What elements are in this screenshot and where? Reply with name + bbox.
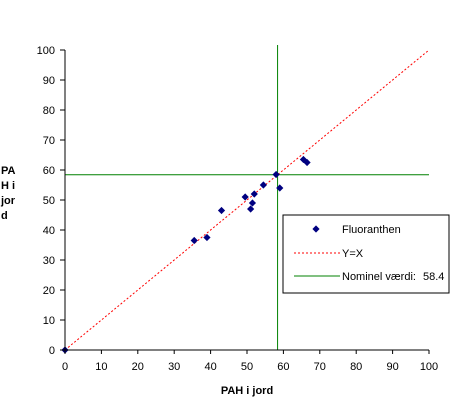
y-axis-title-line: d bbox=[1, 210, 8, 222]
x-tick-label: 100 bbox=[420, 361, 438, 373]
x-tick-label: 80 bbox=[350, 361, 362, 373]
data-point-diamond bbox=[276, 184, 284, 192]
y-tick-label: 80 bbox=[43, 105, 55, 117]
identity-line bbox=[64, 49, 430, 351]
data-point-diamond bbox=[190, 236, 198, 245]
x-tick-label: 90 bbox=[386, 361, 398, 373]
x-axis-title: PAH i jord bbox=[221, 385, 273, 397]
y-tick-label: 10 bbox=[43, 315, 55, 327]
y-tick-label: 60 bbox=[43, 165, 55, 177]
x-tick-label: 60 bbox=[277, 361, 289, 373]
legend-marker-diamond bbox=[312, 225, 320, 233]
x-tick-label: 50 bbox=[241, 361, 253, 373]
data-point-diamond bbox=[247, 205, 255, 213]
data-point-diamond bbox=[241, 193, 249, 201]
legend: Fluoranthen Y=X Nominel værdi: 58.4 bbox=[282, 214, 450, 294]
x-tick-label: 70 bbox=[314, 361, 326, 373]
legend-label-nominal: Nominel værdi: bbox=[342, 271, 416, 283]
x-tick-label: 40 bbox=[204, 361, 216, 373]
y-tick-label: 90 bbox=[43, 75, 55, 87]
y-axis-title-line: jor bbox=[0, 195, 16, 207]
y-tick-label: 0 bbox=[49, 345, 55, 357]
y-tick-label: 100 bbox=[37, 45, 55, 57]
data-point-diamond bbox=[259, 181, 267, 189]
x-tick-label: 20 bbox=[132, 361, 144, 373]
y-axis-title-line: H i bbox=[1, 180, 15, 192]
legend-box bbox=[282, 214, 450, 294]
y-axis-title-line: PA bbox=[1, 165, 16, 177]
y-tick-label: 40 bbox=[43, 225, 55, 237]
data-point-diamond bbox=[203, 233, 211, 242]
data-point-diamond bbox=[272, 170, 280, 179]
legend-nominal-value: 58.4 bbox=[423, 271, 444, 283]
legend-label-identity: Y=X bbox=[342, 248, 364, 260]
x-tick-label: 0 bbox=[62, 361, 68, 373]
data-point-diamond bbox=[248, 199, 257, 207]
x-tick-label: 10 bbox=[95, 361, 107, 373]
data-point-diamond bbox=[303, 158, 311, 167]
data-point-diamond bbox=[250, 190, 258, 198]
legend-label-points: Fluoranthen bbox=[342, 224, 401, 236]
x-tick-label: 30 bbox=[168, 361, 180, 373]
series-layer bbox=[61, 45, 430, 354]
y-tick-label: 70 bbox=[43, 135, 55, 147]
axes-layer: 0 10 20 30 40 50 60 70 80 90 100 0 10 20 30 40 50 60 70 80 9… bbox=[0, 45, 438, 397]
y-tick-label: 50 bbox=[43, 195, 55, 207]
data-point-diamond bbox=[217, 206, 226, 215]
y-tick-label: 20 bbox=[43, 285, 55, 297]
y-tick-label: 30 bbox=[43, 255, 55, 267]
